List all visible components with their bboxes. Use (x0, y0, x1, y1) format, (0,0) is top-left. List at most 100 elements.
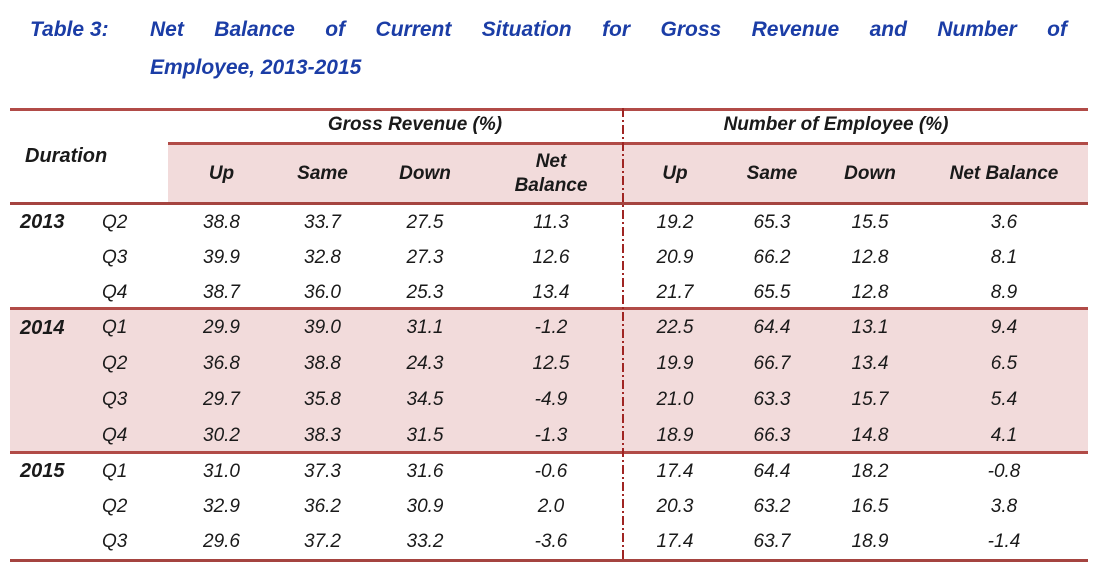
value-cell: 66.3 (753, 425, 791, 446)
column-header-ne-same: Same (746, 162, 798, 184)
value-cell: 21.0 (656, 389, 694, 410)
column-header-gr-up: Up (208, 162, 235, 184)
row-year-label (10, 382, 100, 418)
value-cell: 38.8 (203, 211, 240, 233)
value-cell: 31.0 (203, 460, 240, 482)
value-cell: 4.1 (990, 425, 1018, 446)
value-cell: 29.9 (203, 317, 240, 338)
value-cell: 29.7 (203, 389, 240, 410)
value-cell: 31.1 (406, 317, 444, 338)
row-year-label (10, 240, 100, 275)
group-header-gross-revenue: Gross Revenue (%) (327, 114, 503, 135)
row-quarter-label: Q4 (102, 281, 128, 303)
value-cell: 19.2 (656, 211, 694, 233)
value-cell: 22.5 (656, 317, 694, 338)
row-year-label: 2013 (20, 211, 65, 233)
value-cell: 24.3 (406, 353, 444, 374)
value-cell: 25.3 (406, 281, 444, 303)
value-cell: 12.5 (532, 353, 570, 374)
value-cell: 38.7 (203, 281, 240, 303)
value-cell: 11.3 (533, 211, 569, 233)
row-year-label (10, 524, 100, 559)
value-cell: 18.9 (656, 425, 694, 446)
value-cell: 17.4 (656, 530, 694, 552)
value-cell: 9.4 (990, 317, 1018, 338)
value-cell: 36.0 (304, 281, 341, 303)
value-cell: 17.4 (656, 460, 694, 482)
row-quarter-label: Q2 (102, 211, 128, 233)
column-header-gr-down: Down (399, 162, 451, 184)
column-header-gr-net-balance: Net Balance (480, 142, 622, 205)
value-cell: 21.7 (656, 281, 694, 303)
value-cell: 32.8 (304, 246, 341, 268)
value-cell: 63.2 (753, 495, 791, 517)
row-quarter-label: Q3 (102, 389, 128, 410)
row-quarter-label: Q1 (102, 460, 128, 482)
column-header-ne-up: Up (662, 162, 688, 184)
value-cell: 36.8 (203, 353, 240, 374)
value-cell: 13.4 (851, 353, 889, 374)
value-cell: 38.8 (304, 353, 341, 374)
column-header-gr-net-balance-label: Net Balance (514, 150, 588, 196)
group-header-underline-rule (168, 142, 1088, 145)
value-cell: 27.5 (406, 211, 444, 233)
row-year-label (10, 346, 100, 382)
band-2014-bottom-rule (10, 451, 1088, 454)
group-divider-dashed-line (622, 108, 624, 562)
value-cell: 33.2 (406, 530, 444, 552)
subheader-pink-background (168, 142, 1088, 205)
value-cell: 39.9 (203, 246, 240, 268)
row-year-label (10, 489, 100, 524)
value-cell: 63.3 (753, 389, 791, 410)
value-cell: 27.3 (406, 246, 444, 268)
value-cell: 38.3 (304, 425, 341, 446)
value-cell: 37.3 (304, 460, 341, 482)
value-cell: 2.0 (537, 495, 565, 517)
table-top-rule (10, 108, 1088, 111)
row-quarter-label: Q3 (102, 246, 128, 268)
value-cell: 6.5 (990, 353, 1018, 374)
row-quarter-label: Q2 (102, 495, 128, 517)
column-header-ne-net-balance: Net Balance (949, 162, 1059, 184)
row-year-label: 2014 (20, 316, 65, 339)
value-cell: 13.1 (851, 317, 889, 338)
table-title: Table 3: Net Balance of Current Situatio… (30, 11, 1067, 87)
value-cell: 13.4 (532, 281, 570, 303)
value-cell: 19.9 (656, 353, 694, 374)
value-cell: -4.9 (534, 389, 568, 410)
value-cell: 64.4 (753, 317, 791, 338)
row-quarter-label: Q4 (102, 425, 128, 446)
row-year-label (10, 275, 100, 310)
table-title-line1: Net Balance of Current Situation for Gro… (150, 18, 1067, 41)
value-cell: 18.9 (851, 530, 889, 552)
value-cell: 3.8 (990, 495, 1018, 517)
table-bottom-rule (10, 559, 1088, 562)
row-quarter-label: Q1 (102, 317, 128, 338)
value-cell: 66.2 (753, 246, 791, 268)
value-cell: 16.5 (851, 495, 889, 517)
value-cell: 34.5 (406, 389, 444, 410)
value-cell: -1.3 (534, 425, 568, 446)
value-cell: 5.4 (990, 389, 1018, 410)
value-cell: 18.2 (851, 460, 889, 482)
data-table: Duration Gross Revenue (%) Number of Emp… (10, 108, 1088, 562)
row-quarter-label: Q3 (102, 530, 128, 552)
column-header-gr-same: Same (297, 162, 348, 184)
value-cell: 65.3 (753, 211, 791, 233)
table-title-line2: Employee, 2013-2015 (150, 56, 362, 79)
row-year-label: 2015 (20, 460, 65, 482)
value-cell: 37.2 (304, 530, 341, 552)
value-cell: 33.7 (304, 211, 341, 233)
value-cell: 64.4 (753, 460, 791, 482)
value-cell: -1.4 (987, 530, 1021, 552)
header-bottom-rule (10, 202, 1088, 205)
column-header-ne-down: Down (844, 162, 896, 184)
value-cell: 65.5 (753, 281, 791, 303)
value-cell: 20.9 (656, 246, 694, 268)
value-cell: 66.7 (753, 353, 791, 374)
value-cell: 35.8 (304, 389, 341, 410)
value-cell: 3.6 (990, 211, 1018, 233)
table-grid: Duration Gross Revenue (%) Number of Emp… (10, 108, 1088, 559)
value-cell: -3.6 (534, 530, 568, 552)
